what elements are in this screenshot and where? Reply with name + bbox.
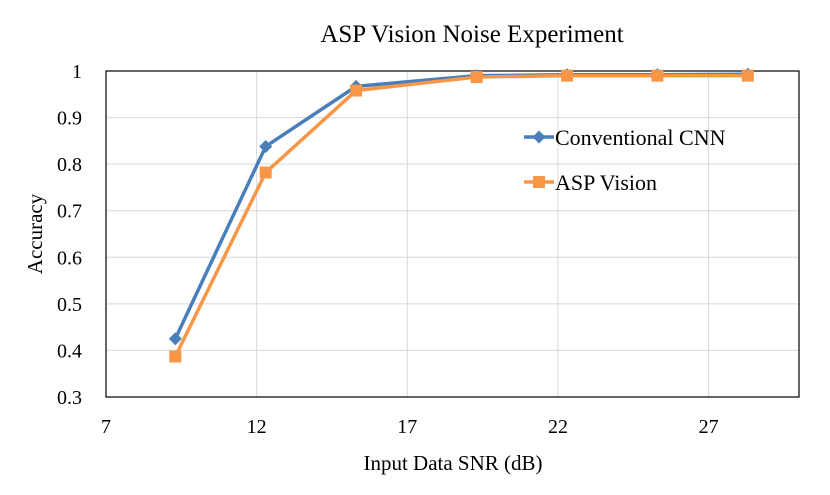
series-line <box>173 72 748 340</box>
x-axis-label: Input Data SNR (dB) <box>363 451 542 475</box>
data-point <box>259 139 273 153</box>
y-tick-label: 1 <box>72 61 82 83</box>
legend-marker <box>533 176 545 188</box>
legend: Conventional CNN ASP Vision <box>524 125 726 195</box>
legend-marker <box>532 130 546 144</box>
x-tick-label: 12 <box>247 416 267 438</box>
x-tick-label: 22 <box>548 416 568 438</box>
data-point <box>470 71 483 84</box>
plot-area-frame <box>105 70 800 398</box>
y-axis-ticks: 0.3 0.4 0.5 0.6 0.7 0.8 0.9 1 <box>57 61 82 409</box>
y-axis-label: Accuracy <box>23 193 47 274</box>
chart-title: ASP Vision Noise Experiment <box>320 21 623 48</box>
y-tick-label: 0.5 <box>57 294 82 316</box>
legend-item: Conventional CNN <box>524 125 726 150</box>
x-axis-ticks: 7 12 17 22 27 <box>101 416 719 438</box>
data-point <box>741 69 754 82</box>
y-tick-label: 0.7 <box>57 201 82 223</box>
data-point <box>168 332 182 346</box>
x-tick-label: 17 <box>397 416 417 438</box>
y-tick-label: 0.6 <box>57 247 82 269</box>
data-point <box>350 84 363 97</box>
legend-label: ASP Vision <box>555 170 657 195</box>
grid-layer <box>105 70 799 398</box>
series-layer <box>168 67 755 363</box>
data-point <box>651 69 664 82</box>
data-point <box>169 350 182 363</box>
x-tick-label: 7 <box>101 416 111 438</box>
series-asp-vision <box>169 69 754 363</box>
y-tick-label: 0.8 <box>57 154 82 176</box>
y-tick-label: 0.9 <box>57 108 82 130</box>
data-point <box>259 166 272 179</box>
data-point <box>560 69 573 82</box>
y-tick-label: 0.3 <box>57 387 82 409</box>
x-tick-label: 27 <box>699 416 719 438</box>
legend-label: Conventional CNN <box>555 125 726 150</box>
legend-item: ASP Vision <box>524 170 657 195</box>
y-tick-label: 0.4 <box>57 340 82 362</box>
